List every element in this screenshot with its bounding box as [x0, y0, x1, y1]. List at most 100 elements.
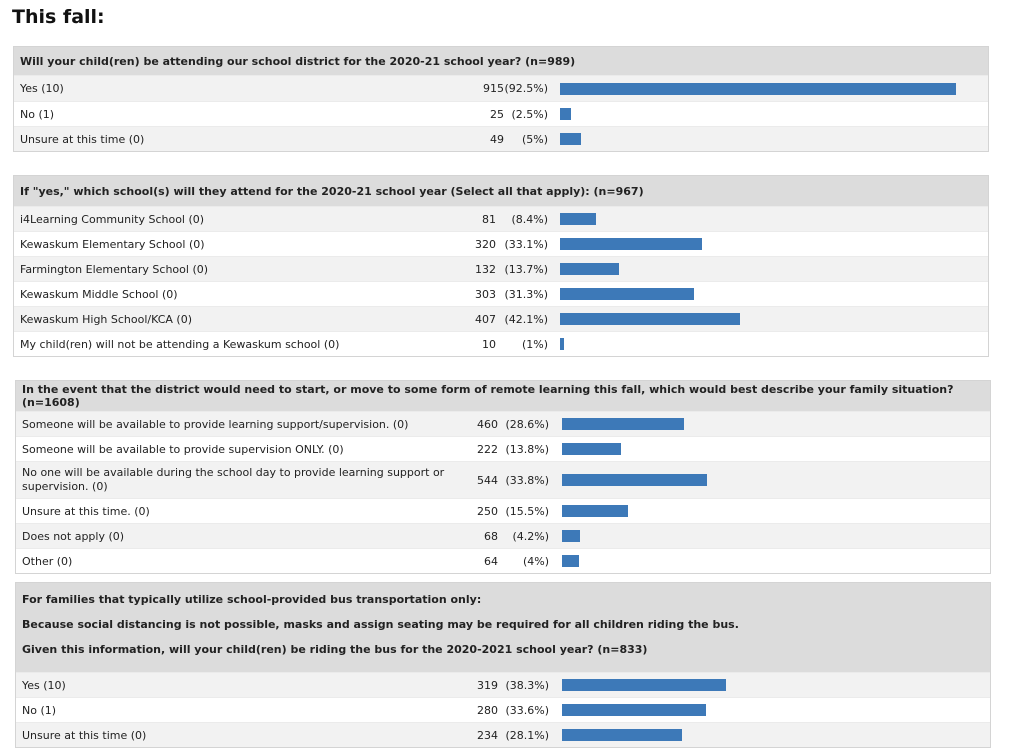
bar — [560, 313, 741, 325]
answer-percent: (38.3%) — [505, 678, 549, 692]
answer-row: Does not apply (0) 68 (4.2%) — [16, 523, 990, 548]
bar — [562, 555, 580, 567]
answer-label: No one will be available during the scho… — [22, 466, 445, 493]
answer-count: 319 — [477, 678, 498, 692]
answer-label: Kewaskum Middle School (0) — [20, 287, 178, 301]
answer-percent: (28.1%) — [505, 728, 549, 742]
answer-row: Someone will be available to provide lea… — [16, 411, 990, 436]
answer-count: 132 — [475, 262, 496, 276]
answer-label: Kewaskum High School/KCA (0) — [20, 312, 193, 326]
answer-row: My child(ren) will not be attending a Ke… — [14, 331, 988, 356]
bar — [562, 418, 685, 430]
answer-percent: (33.1%) — [504, 237, 548, 251]
answer-count: 64 — [484, 554, 498, 568]
answer-label: Unsure at this time. (0) — [22, 504, 150, 518]
answer-row: i4Learning Community School (0) 81 (8.4%) — [14, 206, 988, 231]
bar — [562, 530, 580, 542]
answer-percent: (33.8%) — [505, 473, 549, 487]
answer-row: Yes (10) 915 (92.5%) — [14, 75, 988, 101]
answer-percent: (42.1%) — [504, 312, 548, 326]
answer-label: Yes (10) — [20, 82, 64, 95]
answer-row: No (1) 25 (2.5%) — [14, 101, 988, 126]
answer-row: No one will be available during the scho… — [16, 461, 990, 498]
answer-row: Unsure at this time (0) 49 (5%) — [14, 126, 988, 151]
bar — [560, 108, 571, 120]
answer-label: Other (0) — [22, 554, 73, 568]
answer-label: Someone will be available to provide sup… — [22, 442, 344, 456]
answer-count: 222 — [477, 442, 498, 456]
answer-count: 81 — [482, 212, 496, 226]
answer-label: Yes (10) — [22, 678, 66, 692]
bar — [560, 133, 582, 145]
bar — [562, 505, 629, 517]
answer-row: Kewaskum Elementary School (0) 320 (33.1%) — [14, 231, 988, 256]
answer-count: 460 — [477, 417, 498, 431]
answer-label: Kewaskum Elementary School (0) — [20, 237, 205, 251]
answer-label: Unsure at this time (0) — [22, 728, 147, 742]
answer-percent: (13.7%) — [504, 262, 548, 276]
answer-row: Yes (10) 319 (38.3%) — [16, 672, 990, 697]
answer-label: No (1) — [22, 703, 57, 717]
question-block: If "yes," which school(s) will they atte… — [13, 175, 989, 357]
question-title-line: Given this information, will your child(… — [22, 643, 648, 656]
question-block: Will your child(ren) be attending our sc… — [13, 46, 989, 152]
answer-percent: (5%) — [521, 132, 548, 146]
answer-row: Other (0) 64 (4%) — [16, 548, 990, 573]
answer-count: 407 — [475, 312, 496, 326]
bar — [560, 288, 694, 300]
bar — [562, 443, 622, 455]
answer-count: 320 — [475, 237, 496, 251]
question-block: For families that typically utilize scho… — [15, 582, 991, 748]
answer-count: 234 — [477, 728, 498, 742]
answer-count: 544 — [477, 473, 498, 487]
answer-percent: (8.4%) — [511, 212, 548, 226]
bar — [560, 263, 619, 275]
bar — [562, 679, 726, 691]
answer-count: 303 — [475, 287, 496, 301]
answer-label: i4Learning Community School (0) — [20, 212, 205, 226]
answer-percent: (15.5%) — [505, 504, 549, 518]
answer-count: 250 — [477, 504, 498, 518]
bar — [560, 238, 702, 250]
question-title-line: Because social distancing is not possibl… — [22, 618, 739, 631]
answer-percent: (13.8%) — [505, 442, 549, 456]
answer-row: Someone will be available to provide sup… — [16, 436, 990, 461]
answer-count: 915 — [483, 82, 504, 95]
answer-label: Does not apply (0) — [22, 529, 125, 543]
answer-label: Unsure at this time (0) — [20, 132, 145, 146]
answer-row: Kewaskum High School/KCA (0) 407 (42.1%) — [14, 306, 988, 331]
question-block: In the event that the district would nee… — [15, 380, 991, 574]
question-title: For families that typically utilize scho… — [16, 583, 990, 672]
answer-count: 280 — [477, 703, 498, 717]
bar — [560, 338, 565, 350]
bar — [562, 474, 707, 486]
answer-percent: (4.2%) — [512, 529, 549, 543]
answer-label: No (1) — [20, 107, 55, 121]
bar — [560, 213, 596, 225]
answer-percent: (33.6%) — [505, 703, 549, 717]
answer-row: Unsure at this time (0) 234 (28.1%) — [16, 722, 990, 747]
answer-percent: (28.6%) — [505, 417, 549, 431]
answer-count: 10 — [482, 337, 496, 351]
question-title-line: For families that typically utilize scho… — [22, 593, 482, 606]
answer-percent: (31.3%) — [504, 287, 548, 301]
answer-percent: (92.5%) — [504, 82, 548, 95]
answer-row: No (1) 280 (33.6%) — [16, 697, 990, 722]
answer-percent: (2.5%) — [511, 107, 548, 121]
answer-count: 25 — [490, 107, 504, 121]
question-title: If "yes," which school(s) will they atte… — [14, 176, 988, 206]
question-title: In the event that the district would nee… — [16, 381, 990, 411]
answer-label: Someone will be available to provide lea… — [22, 417, 409, 431]
answer-count: 49 — [490, 132, 504, 146]
answer-row: Kewaskum Middle School (0) 303 (31.3%) — [14, 281, 988, 306]
answer-label: Farmington Elementary School (0) — [20, 262, 209, 276]
question-title: Will your child(ren) be attending our sc… — [14, 47, 988, 75]
answer-percent: (1%) — [521, 337, 548, 351]
page-title: This fall: — [12, 6, 105, 28]
bar — [562, 704, 706, 716]
answer-label: My child(ren) will not be attending a Ke… — [20, 337, 340, 351]
answer-percent: (4%) — [522, 554, 549, 568]
bar — [562, 729, 683, 741]
answer-row: Farmington Elementary School (0) 132 (13.7… — [14, 256, 988, 281]
answer-row: Unsure at this time. (0) 250 (15.5%) — [16, 498, 990, 523]
